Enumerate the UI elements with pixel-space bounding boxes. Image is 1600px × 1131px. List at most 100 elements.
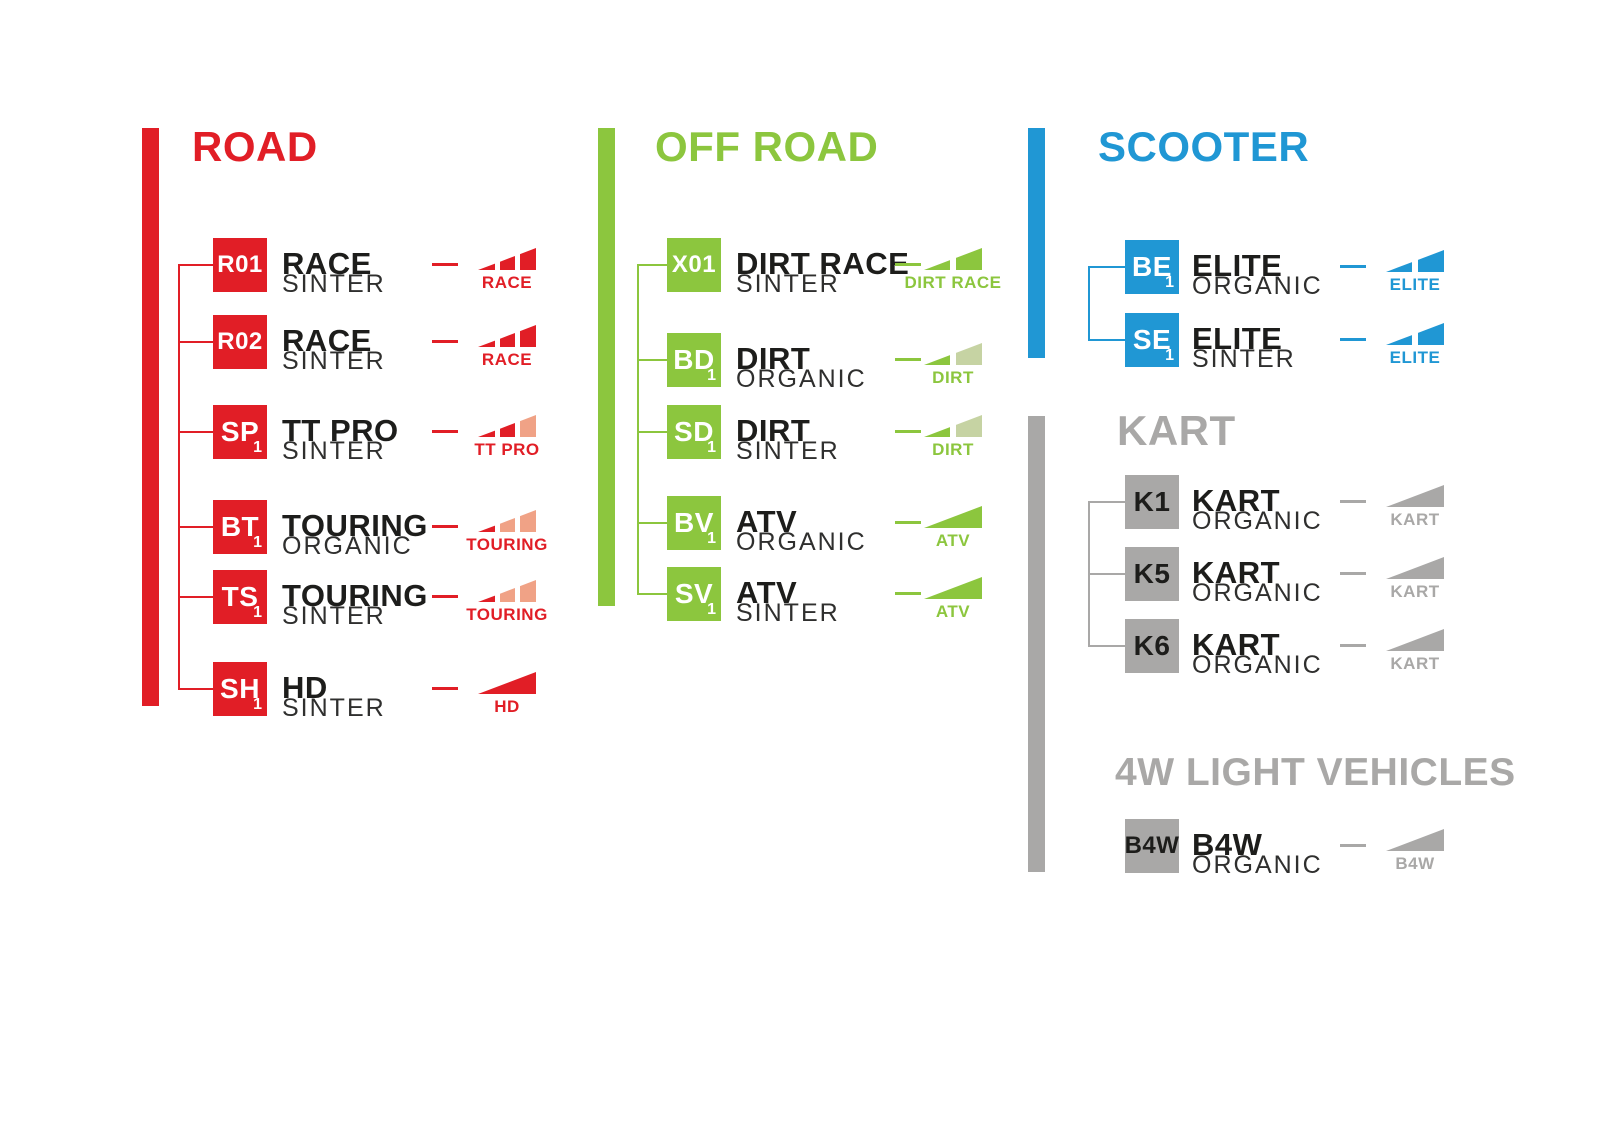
item-dash [432,263,458,266]
performance-wedge-icon [924,415,982,437]
section-color-bar [1028,128,1045,358]
item-dash [1340,265,1366,268]
performance-wedge-icon [478,510,536,532]
tree-branch-line [178,341,213,343]
item-compound: SINTER [282,602,386,630]
item-name: DIRT [736,413,811,448]
item-badge: TS 1 [213,570,267,624]
item-badge: R02 [213,315,267,369]
badge-subscript: 1 [707,367,716,384]
performance-wedge-icon [924,248,982,270]
item-compound: SINTER [736,599,840,627]
section-title: KART [1117,407,1236,454]
performance-wedge-icon [478,672,536,694]
item-dash [1340,338,1366,341]
item-badge: BV 1 [667,496,721,550]
item-dash [432,340,458,343]
item-badge: X01 [667,238,721,292]
badge-subscript: 1 [1165,274,1174,291]
tree-branch-line [178,596,213,598]
icon-label: DIRT [932,440,974,459]
performance-wedge-icon [1386,557,1444,579]
badge-subscript: 1 [253,696,262,713]
icon-label: TT PRO [474,440,540,459]
tree-branch-line [178,431,213,433]
item-dash [1340,844,1366,847]
tree-branch-line [637,359,667,361]
icon-label: KART [1390,582,1440,601]
performance-wedge-icon [1386,829,1444,851]
performance-wedge-icon [478,325,536,347]
item-name: B4W [1192,827,1263,862]
badge-code: K6 [1133,630,1171,661]
item-compound: SINTER [736,270,840,298]
icon-label: TOURING [466,535,548,554]
badge-code: BV [674,507,714,538]
badge-code: R02 [217,328,263,355]
performance-wedge-icon [478,415,536,437]
item-compound: SINTER [282,270,386,298]
item-name: TOURING [282,508,428,543]
item-name: KART [1192,627,1281,662]
item-dash [432,525,458,528]
item-badge: K6 [1125,619,1179,673]
icon-label: DIRT [932,368,974,387]
item-dash [1340,644,1366,647]
section-color-bar [142,128,159,706]
item-name: DIRT [736,341,811,376]
item-compound: ORGANIC [1192,272,1323,300]
badge-code: X01 [671,251,717,278]
badge-subscript: 1 [707,601,716,618]
item-badge: B4W [1125,819,1179,873]
icon-label: ELITE [1389,275,1441,294]
tree-vertical-line [1088,266,1090,341]
item-compound: ORGANIC [1192,579,1323,607]
badge-code: SP [220,416,260,447]
item-name: RACE [282,246,372,281]
item-badge: BE 1 [1125,240,1179,294]
section-color-bar [1028,416,1045,872]
tree-branch-line [178,688,213,690]
performance-wedge-icon [924,506,982,528]
icon-label: TOURING [466,605,548,624]
tree-branch-line [178,526,213,528]
icon-label: DIRT RACE [904,273,1002,292]
badge-code: BT [220,511,260,542]
item-name: TT PRO [282,413,399,448]
item-name: DIRT RACE [736,246,910,281]
performance-wedge-icon [1386,629,1444,651]
performance-wedge-icon [478,248,536,270]
item-dash [895,592,921,595]
item-name: ELITE [1192,321,1283,356]
tree-branch-line [1088,645,1125,647]
item-compound: ORGANIC [1192,651,1323,679]
tree-branch-line [1088,501,1125,503]
item-dash [432,687,458,690]
tree-branch-line [1088,339,1125,341]
item-compound: SINTER [736,437,840,465]
item-badge: SP 1 [213,405,267,459]
badge-subscript: 1 [253,604,262,621]
item-badge: SE 1 [1125,313,1179,367]
icon-label: B4W [1395,854,1435,873]
badge-subscript: 1 [253,439,262,456]
item-dash [895,358,921,361]
item-compound: ORGANIC [1192,507,1323,535]
badge-code: SV [674,578,714,609]
badge-code: BE [1132,251,1172,282]
badge-code: SH [220,673,260,704]
item-name: KART [1192,483,1281,518]
